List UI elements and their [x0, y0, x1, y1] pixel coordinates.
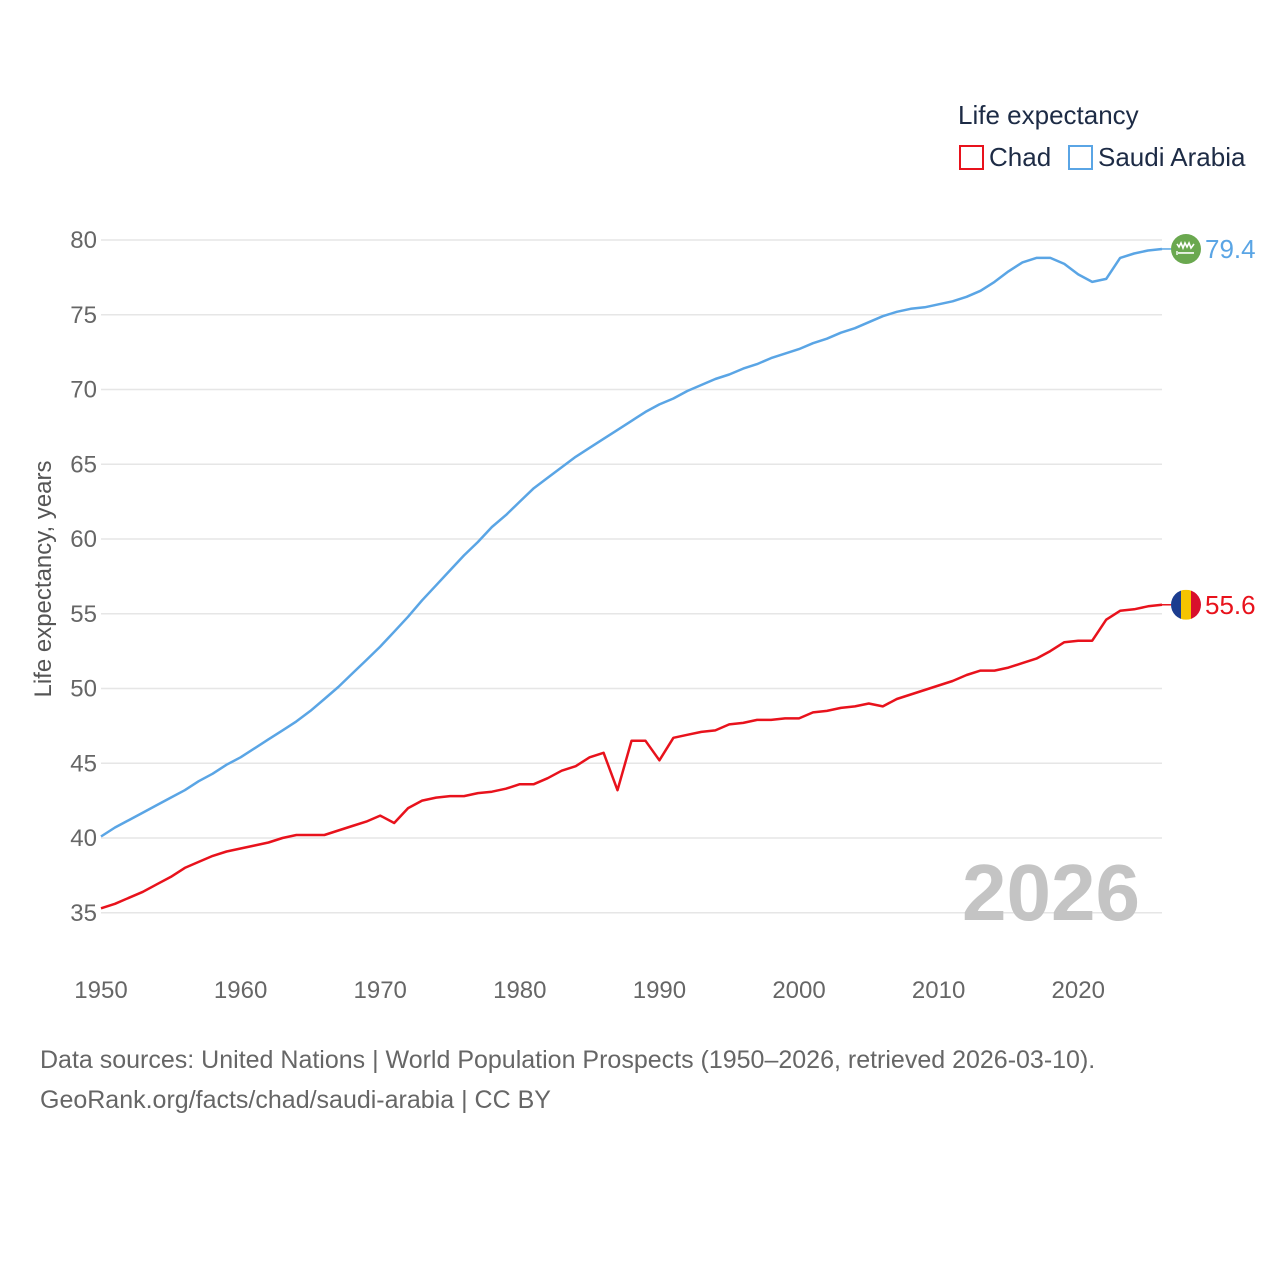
saudi-arabia-flag-icon — [1171, 233, 1201, 264]
legend-title: Life expectancy — [958, 100, 1139, 130]
chad-flag-icon — [1171, 589, 1201, 620]
end-value-label-chad: 55.6 — [1205, 590, 1256, 620]
source-line-1: Data sources: United Nations | World Pop… — [40, 1046, 1096, 1074]
y-axis-title: Life expectancy, years — [30, 460, 57, 697]
end-value-label-saudi-arabia: 79.4 — [1205, 234, 1256, 264]
x-tick-label: 2020 — [1052, 977, 1105, 1004]
x-tick-label: 1990 — [633, 977, 686, 1004]
series-line-saudi-arabia — [100, 247, 1163, 838]
current-year-watermark: 2026 — [962, 848, 1140, 937]
x-tick-label: 2010 — [912, 977, 965, 1004]
x-tick-label: 1980 — [493, 977, 546, 1004]
source-line-2: GeoRank.org/facts/chad/saudi-arabia | CC… — [40, 1086, 551, 1114]
legend-label-saudi-arabia: Saudi Arabia — [1098, 142, 1246, 172]
legend: Life expectancy Chad Saudi Arabia — [958, 100, 1246, 172]
legend-swatch-saudi-arabia — [1068, 145, 1093, 170]
x-tick-label: 1950 — [74, 977, 127, 1004]
x-tick-label: 1970 — [354, 977, 407, 1004]
legend-label-chad: Chad — [989, 142, 1051, 172]
y-tick-label: 60 — [70, 526, 97, 553]
x-tick-label: 2000 — [772, 977, 825, 1004]
x-axis-ticks: 1950 1960 1970 1980 1990 2000 2010 2020 — [74, 977, 1105, 1004]
y-axis-ticks: 35 40 45 50 55 60 65 70 75 80 — [70, 227, 97, 927]
y-tick-label: 40 — [70, 825, 97, 852]
series-line-chad — [100, 603, 1163, 910]
y-tick-label: 80 — [70, 227, 97, 254]
y-tick-label: 35 — [70, 900, 97, 927]
y-tick-label: 45 — [70, 750, 97, 777]
y-tick-label: 75 — [70, 302, 97, 329]
x-tick-label: 1960 — [214, 977, 267, 1004]
grid-lines — [101, 239, 1162, 914]
y-tick-label: 55 — [70, 601, 97, 628]
series-layer — [100, 247, 1171, 910]
data-source-note: Data sources: United Nations | World Pop… — [40, 1040, 1095, 1120]
y-tick-label: 65 — [70, 451, 97, 478]
y-tick-label: 50 — [70, 676, 97, 703]
legend-swatch-chad — [959, 145, 984, 170]
y-tick-label: 70 — [70, 377, 97, 404]
